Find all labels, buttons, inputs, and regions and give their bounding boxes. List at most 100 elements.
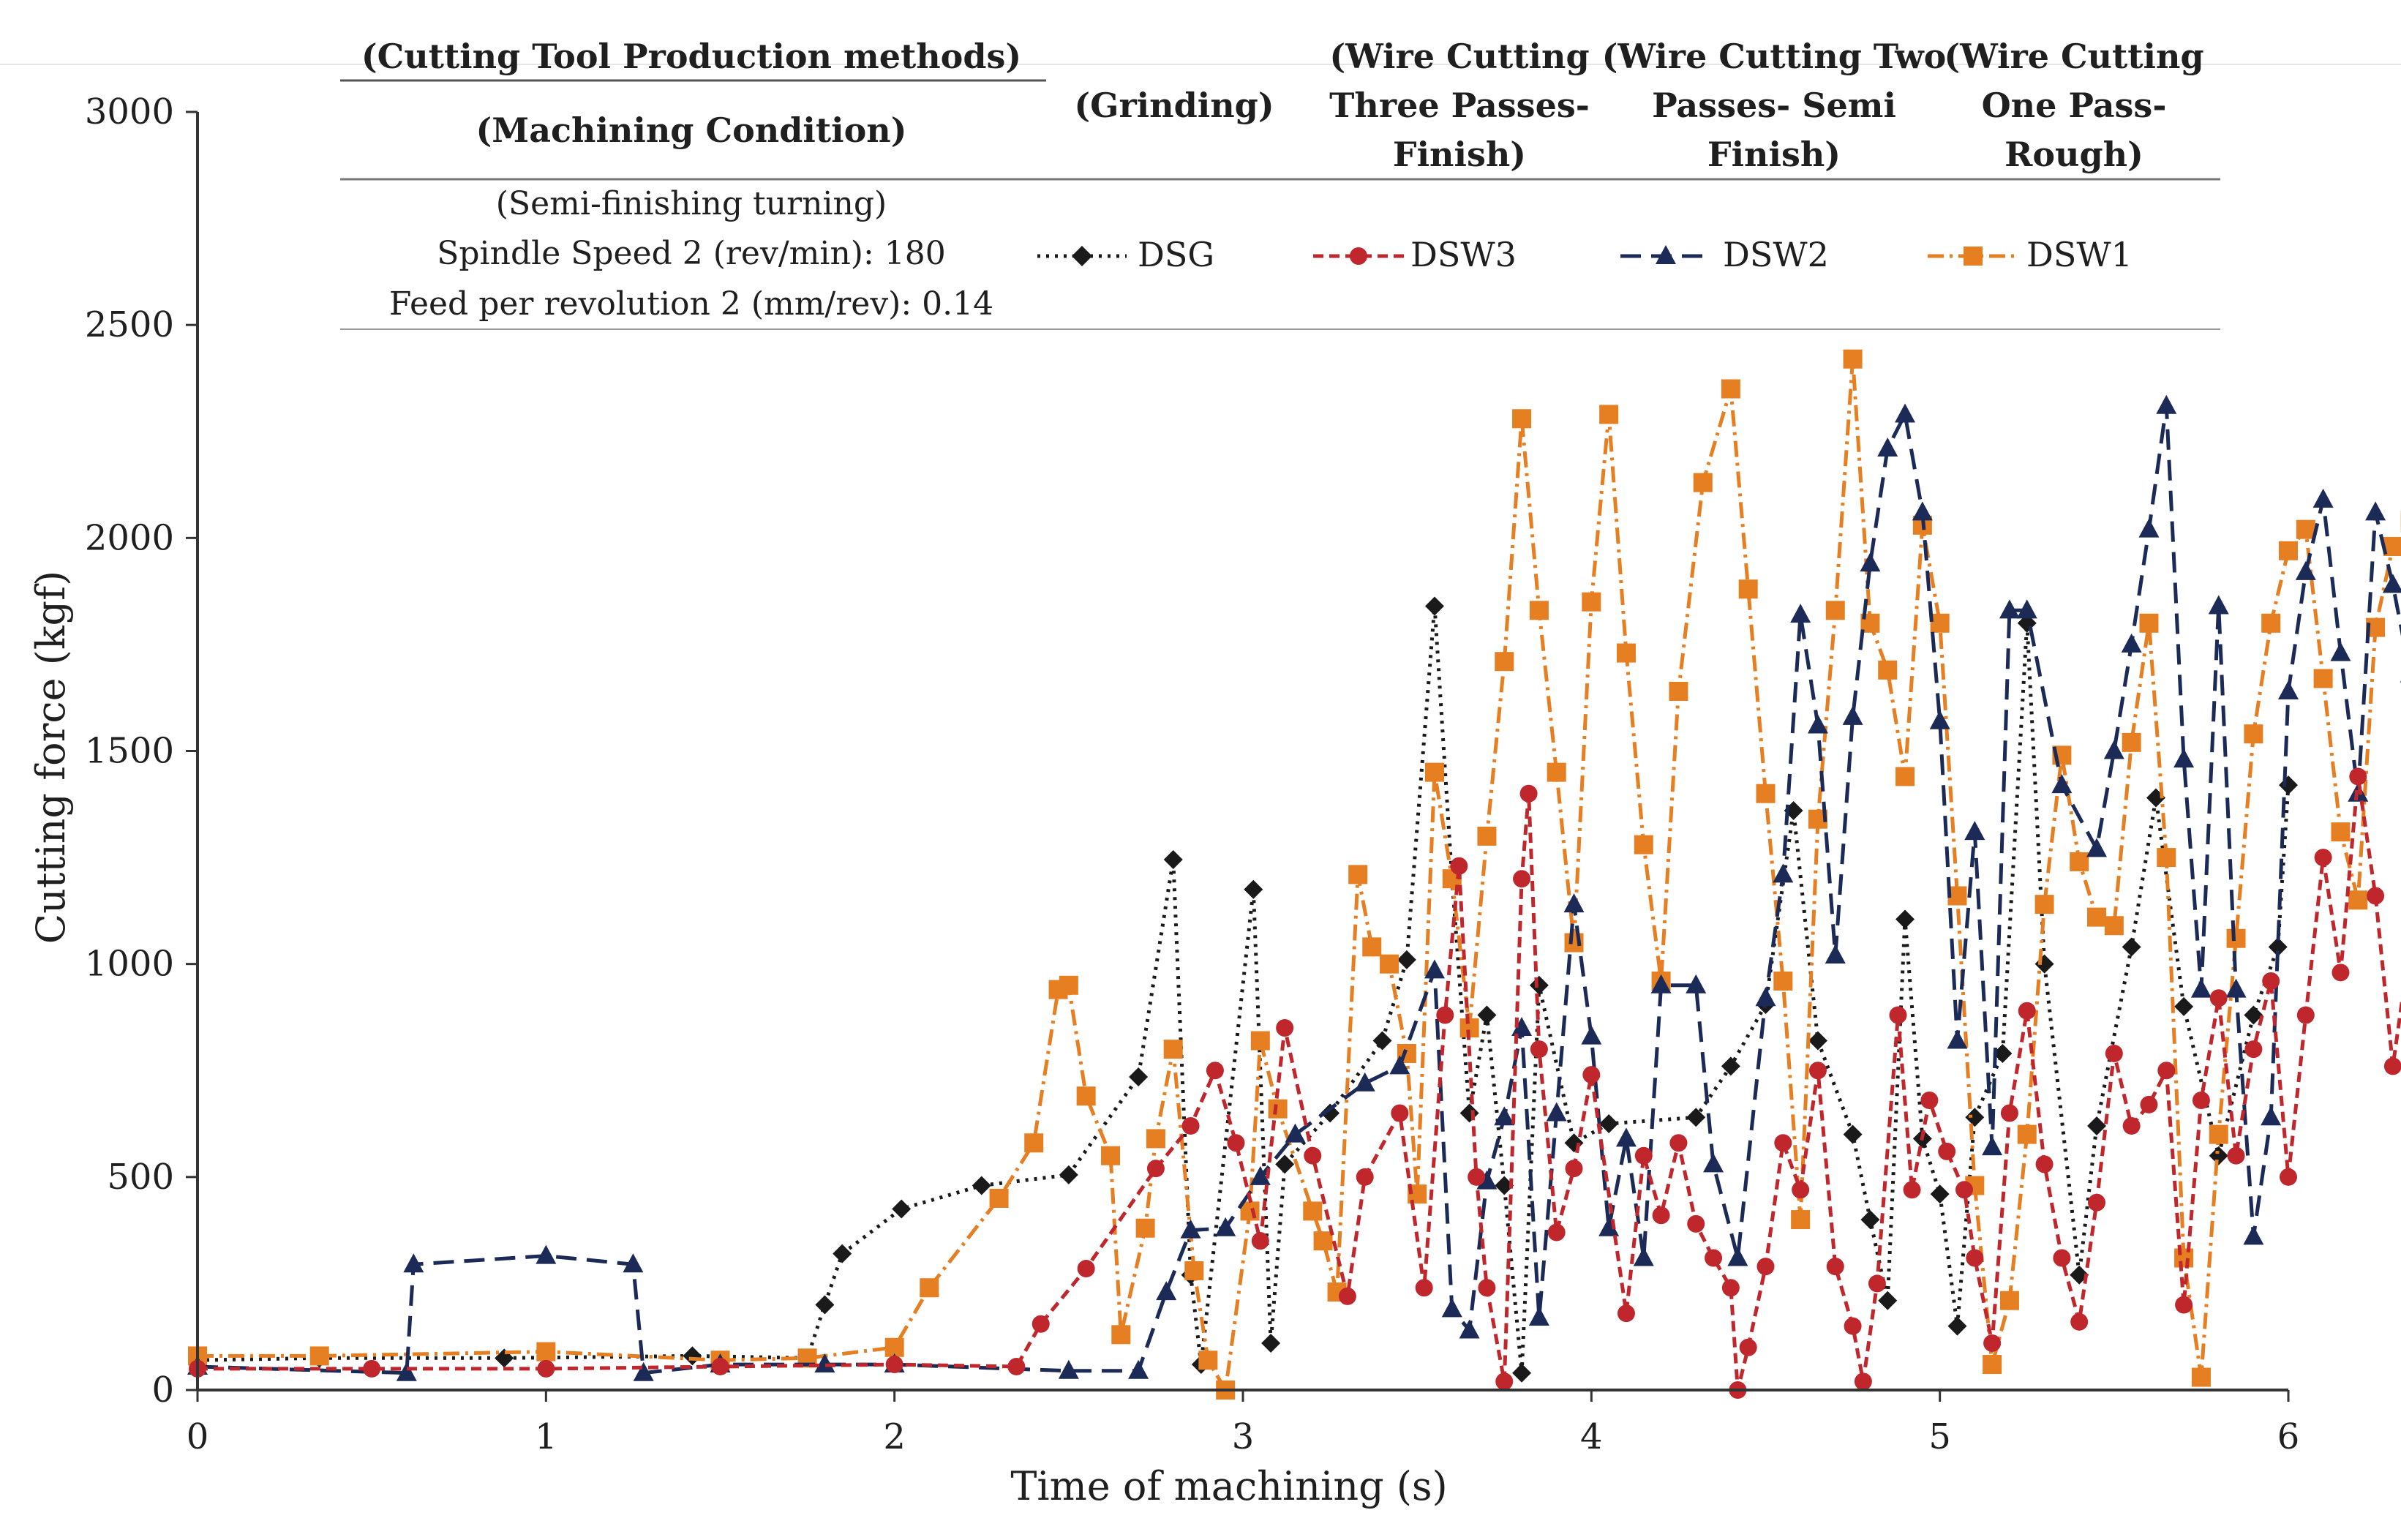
y-tick-label: 1500 <box>85 731 174 772</box>
data-point-dsw1 <box>1198 1351 1218 1370</box>
data-point-dsw3 <box>1032 1315 1050 1333</box>
method-wire1-line-1: (Wire Cutting <box>1944 37 2203 76</box>
data-point-dsw3 <box>1519 784 1538 803</box>
data-point-dsw1 <box>1999 1291 2019 1310</box>
data-point-dsw1 <box>1477 826 1497 846</box>
data-point-dsw1 <box>1547 762 1566 782</box>
method-wire2-line-2: Passes- Semi <box>1652 86 1896 125</box>
data-point-dsw2 <box>1494 1106 1515 1126</box>
data-point-dsw2 <box>2382 574 2401 593</box>
data-point-dsw3 <box>2088 1193 2106 1212</box>
data-point-dsg <box>1424 596 1444 616</box>
data-point-dsw1 <box>2313 669 2333 688</box>
data-point-dsw1 <box>1983 1355 2002 1375</box>
data-point-dsw1 <box>1184 1261 1204 1280</box>
data-point-dsw2 <box>2365 501 2386 521</box>
data-point-dsw2 <box>1686 974 1707 994</box>
y-tick-label: 2500 <box>85 304 174 345</box>
data-point-dsw1 <box>1669 681 1688 701</box>
x-tick-label: 6 <box>2277 1416 2300 1457</box>
data-point-dsg <box>1163 849 1183 869</box>
data-point-dsw3 <box>1920 1092 1939 1110</box>
legend-marker-dsw1 <box>1964 247 1983 266</box>
data-point-dsg <box>1244 879 1263 899</box>
data-point-dsg <box>2244 1005 2263 1025</box>
data-point-dsw3 <box>1826 1258 1844 1276</box>
data-point-dsg <box>2087 1116 2107 1135</box>
condition-line-3: Feed per revolution 2 (mm/rev): 0.14 <box>389 285 993 323</box>
data-point-dsw3 <box>1792 1181 1810 1199</box>
data-point-dsw3 <box>1889 1006 1907 1024</box>
data-point-dsg <box>892 1199 912 1219</box>
data-point-dsw3 <box>2280 1168 2297 1186</box>
legend-label-dsw1: DSW1 <box>2026 235 2133 274</box>
y-tick-label: 3000 <box>85 91 174 132</box>
data-point-dsw3 <box>1565 1160 1583 1178</box>
data-point-dsw2 <box>814 1353 835 1373</box>
data-point-dsw2 <box>1773 863 1794 883</box>
legend-label-dsw2: DSW2 <box>1723 235 1829 274</box>
condition-line-2: Spindle Speed 2 (rev/min): 180 <box>437 235 946 272</box>
data-point-dsw2 <box>2086 838 2108 857</box>
data-point-dsw2 <box>396 1361 417 1381</box>
data-point-dsw1 <box>2070 852 2089 871</box>
data-point-dsw1 <box>1362 937 1382 957</box>
data-point-dsw1 <box>1878 660 1898 680</box>
x-tick-label: 3 <box>1232 1416 1255 1457</box>
data-point-dsg <box>1275 1154 1295 1174</box>
data-point-dsw2 <box>2208 595 2229 615</box>
data-point-dsw1 <box>1024 1133 1044 1153</box>
data-point-dsw3 <box>1077 1260 1095 1278</box>
data-point-dsg <box>1059 1165 1078 1184</box>
y-tick-label: 500 <box>107 1157 174 1198</box>
data-point-dsw3 <box>1304 1146 1322 1165</box>
data-point-dsw1 <box>536 1342 556 1361</box>
data-point-dsw2 <box>2225 978 2247 998</box>
data-point-dsw2 <box>2312 488 2334 508</box>
data-point-dsw1 <box>1111 1325 1131 1345</box>
data-point-dsg <box>1397 950 1416 969</box>
data-point-dsw2 <box>2330 642 2351 661</box>
series-line-dsg <box>197 604 2291 1375</box>
x-tick-label: 1 <box>535 1416 557 1457</box>
data-point-dsw3 <box>1530 1040 1548 1059</box>
data-point-dsw2 <box>1842 705 1863 725</box>
data-point-dsw1 <box>1791 1210 1811 1230</box>
data-point-dsw2 <box>1755 987 1776 1007</box>
data-point-dsw3 <box>1007 1357 1026 1375</box>
data-point-dsw3 <box>1582 1066 1601 1084</box>
data-point-dsw3 <box>1955 1181 1974 1199</box>
data-point-dsg <box>2174 996 2194 1016</box>
data-point-dsw3 <box>1617 1304 1635 1323</box>
plot-area <box>187 349 2401 1400</box>
x-tick-label: 5 <box>1928 1416 1951 1457</box>
data-point-dsw1 <box>1930 613 1950 633</box>
data-point-dsw1 <box>1738 579 1758 599</box>
data-point-dsw3 <box>1854 1372 1872 1391</box>
data-point-dsw2 <box>1128 1359 1149 1379</box>
data-point-dsw3 <box>2053 1249 2071 1267</box>
data-point-dsw2 <box>1999 599 2020 619</box>
data-point-dsw2 <box>2190 978 2212 998</box>
data-point-dsw2 <box>2173 748 2195 768</box>
data-point-dsw2 <box>1285 1123 1306 1143</box>
data-point-dsw3 <box>1938 1142 1956 1160</box>
data-point-dsg <box>1512 1363 1532 1383</box>
data-point-dsw2 <box>2156 394 2177 414</box>
data-point-dsw1 <box>2261 613 2281 633</box>
data-point-dsw3 <box>2192 1092 2210 1110</box>
data-point-dsg <box>1529 975 1549 995</box>
data-point-dsw3 <box>2383 1057 2401 1075</box>
data-point-dsw3 <box>1808 1062 1827 1080</box>
data-point-dsw1 <box>1512 409 1532 429</box>
data-point-dsw3 <box>2035 1155 2054 1173</box>
data-point-dsw1 <box>2348 890 2368 910</box>
data-point-dsw1 <box>2122 732 2141 752</box>
data-point-dsw1 <box>1250 1031 1270 1051</box>
x-tick-label: 2 <box>883 1416 906 1457</box>
data-point-dsw3 <box>1495 1372 1514 1391</box>
data-point-dsw3 <box>1436 1006 1454 1024</box>
data-point-dsg <box>1895 909 1915 929</box>
methods-label: (Cutting Tool Production methods) <box>361 37 1021 76</box>
